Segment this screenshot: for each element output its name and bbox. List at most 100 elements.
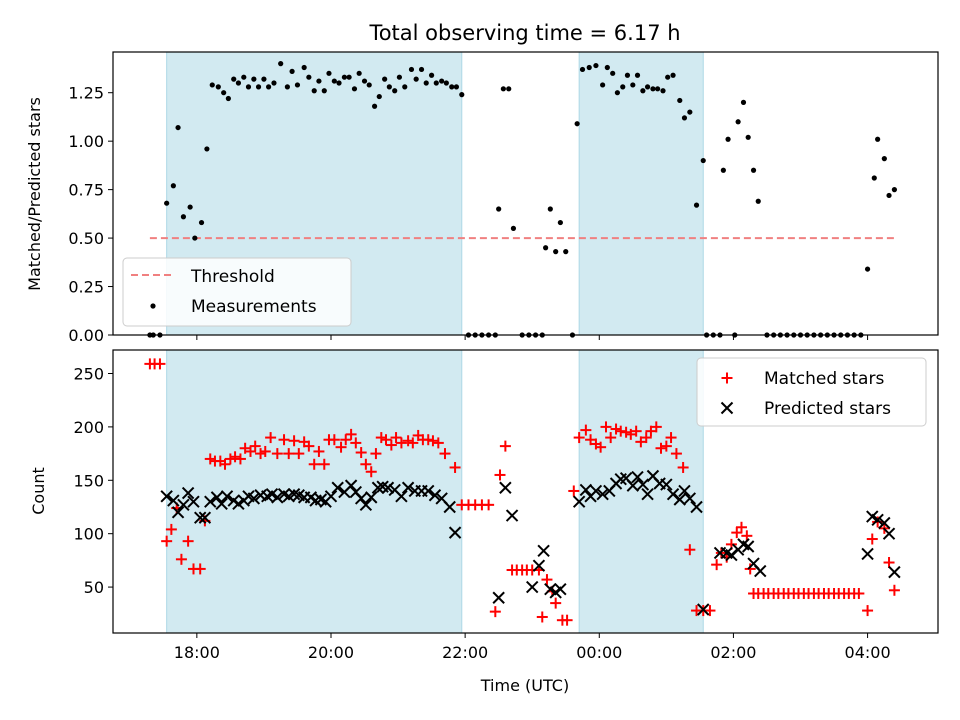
measurement-point <box>750 167 757 173</box>
matched-star-point <box>494 469 506 481</box>
measurement-point <box>351 86 358 92</box>
predicted-star-point <box>673 493 686 506</box>
cross-stroke-b <box>181 486 195 500</box>
cross-stroke-b <box>866 510 879 523</box>
matched-star-point <box>355 447 367 459</box>
measurement-point <box>366 82 372 88</box>
measurement-point <box>871 175 877 181</box>
cross-stroke-b <box>376 480 389 493</box>
legend-matched-marker <box>721 372 733 384</box>
measurement-point <box>755 198 761 204</box>
matched-star-point <box>303 440 315 452</box>
predicted-star-point <box>554 583 567 596</box>
measurement-point <box>209 82 215 88</box>
legend-threshold-label: Threshold <box>190 267 275 287</box>
matched-star-point <box>259 445 271 457</box>
cross-stroke-b <box>631 470 644 484</box>
measurement-point <box>586 64 592 71</box>
cross-stroke-b <box>526 580 539 594</box>
measurement-point <box>326 70 332 76</box>
predicted-star-point <box>532 559 546 572</box>
cross-stroke-b <box>215 497 228 510</box>
cross-stroke-b <box>720 546 733 560</box>
cross-stroke-b <box>544 583 557 596</box>
cross-stroke-b <box>324 490 338 503</box>
matched-star-point <box>605 432 617 444</box>
cross-stroke-b <box>227 494 240 507</box>
predicted-star-point <box>443 500 456 514</box>
matched-star-point <box>573 432 585 444</box>
measurement-point <box>428 72 435 78</box>
cross-stroke-b <box>878 516 891 530</box>
measurement-point <box>650 86 656 92</box>
measurement-point <box>251 76 257 82</box>
matched-star-point <box>182 535 194 547</box>
matched-star-point <box>271 448 283 460</box>
matched-star-point <box>862 605 874 617</box>
predicted-star-point <box>215 497 228 510</box>
predicted-star-point <box>572 495 586 508</box>
measurement-point <box>443 80 449 86</box>
matched-star-point <box>380 434 392 446</box>
cross-stroke-b <box>401 481 415 494</box>
matched-star-point <box>234 453 246 465</box>
matched-star-point <box>161 535 173 547</box>
matched-star-point <box>665 432 677 444</box>
predicted-star-point <box>181 486 195 500</box>
predicted-star-point <box>428 489 442 502</box>
cross-stroke-b <box>204 495 217 508</box>
measurement-point <box>687 109 693 115</box>
cross-stroke-b <box>265 487 279 501</box>
measurement-point <box>670 72 676 78</box>
cross-stroke-b <box>220 490 234 503</box>
measurement-point <box>231 76 237 82</box>
predicted-star-point <box>683 492 697 505</box>
measurement-point <box>164 200 170 206</box>
cross-stroke-b <box>646 469 660 483</box>
matched-star-point <box>422 434 434 446</box>
matched-star-point <box>204 453 216 465</box>
measurement-point <box>346 74 352 80</box>
predicted-star-point <box>596 487 609 501</box>
legend-predicted-swatch <box>720 401 734 415</box>
matched-star-point <box>288 435 300 447</box>
matched-star-point <box>385 439 397 451</box>
matched-star-point <box>615 425 627 437</box>
measurement-point <box>255 84 262 90</box>
measurement-point <box>875 136 881 142</box>
predicted-star-point <box>741 540 755 553</box>
predicted-star-point <box>878 516 891 530</box>
measurement-point <box>660 88 666 94</box>
predicted-star-point <box>395 490 408 503</box>
matched-star-point <box>650 421 662 433</box>
predicted-star-point <box>499 481 512 494</box>
measurement-point <box>459 92 465 98</box>
count-x-tick-label: 18:00 <box>174 643 220 662</box>
cross-stroke-b <box>626 479 640 492</box>
measurement-point <box>215 84 221 90</box>
matched-star-point <box>265 432 277 444</box>
measurement-point <box>610 70 616 76</box>
measurement-point <box>439 78 445 84</box>
cross-stroke-b <box>683 492 697 505</box>
matched-star-point <box>670 448 682 460</box>
predicted-star-point <box>626 479 640 492</box>
measurement-point <box>198 219 205 226</box>
measurement-point <box>423 80 429 86</box>
matched-star-point <box>293 448 305 460</box>
ratio-y-tick-label: 0.00 <box>68 326 104 345</box>
predicted-star-point <box>365 491 378 504</box>
cross-stroke-b <box>448 526 462 539</box>
count-y-axis: 50 100 150 200 250 <box>73 364 113 597</box>
matched-star-point <box>375 432 387 444</box>
measurement-point <box>271 80 277 86</box>
predicted-star-point <box>754 564 767 578</box>
observing-window-band <box>166 349 463 634</box>
matched-star-point <box>499 440 511 452</box>
predicted-stars-layer <box>160 469 901 616</box>
legend-predicted-label: Predicted stars <box>764 399 891 419</box>
predicted-star-point <box>660 478 673 491</box>
matched-star-point <box>883 557 895 569</box>
matched-star-point <box>255 448 267 460</box>
cross-stroke-b <box>395 490 408 503</box>
